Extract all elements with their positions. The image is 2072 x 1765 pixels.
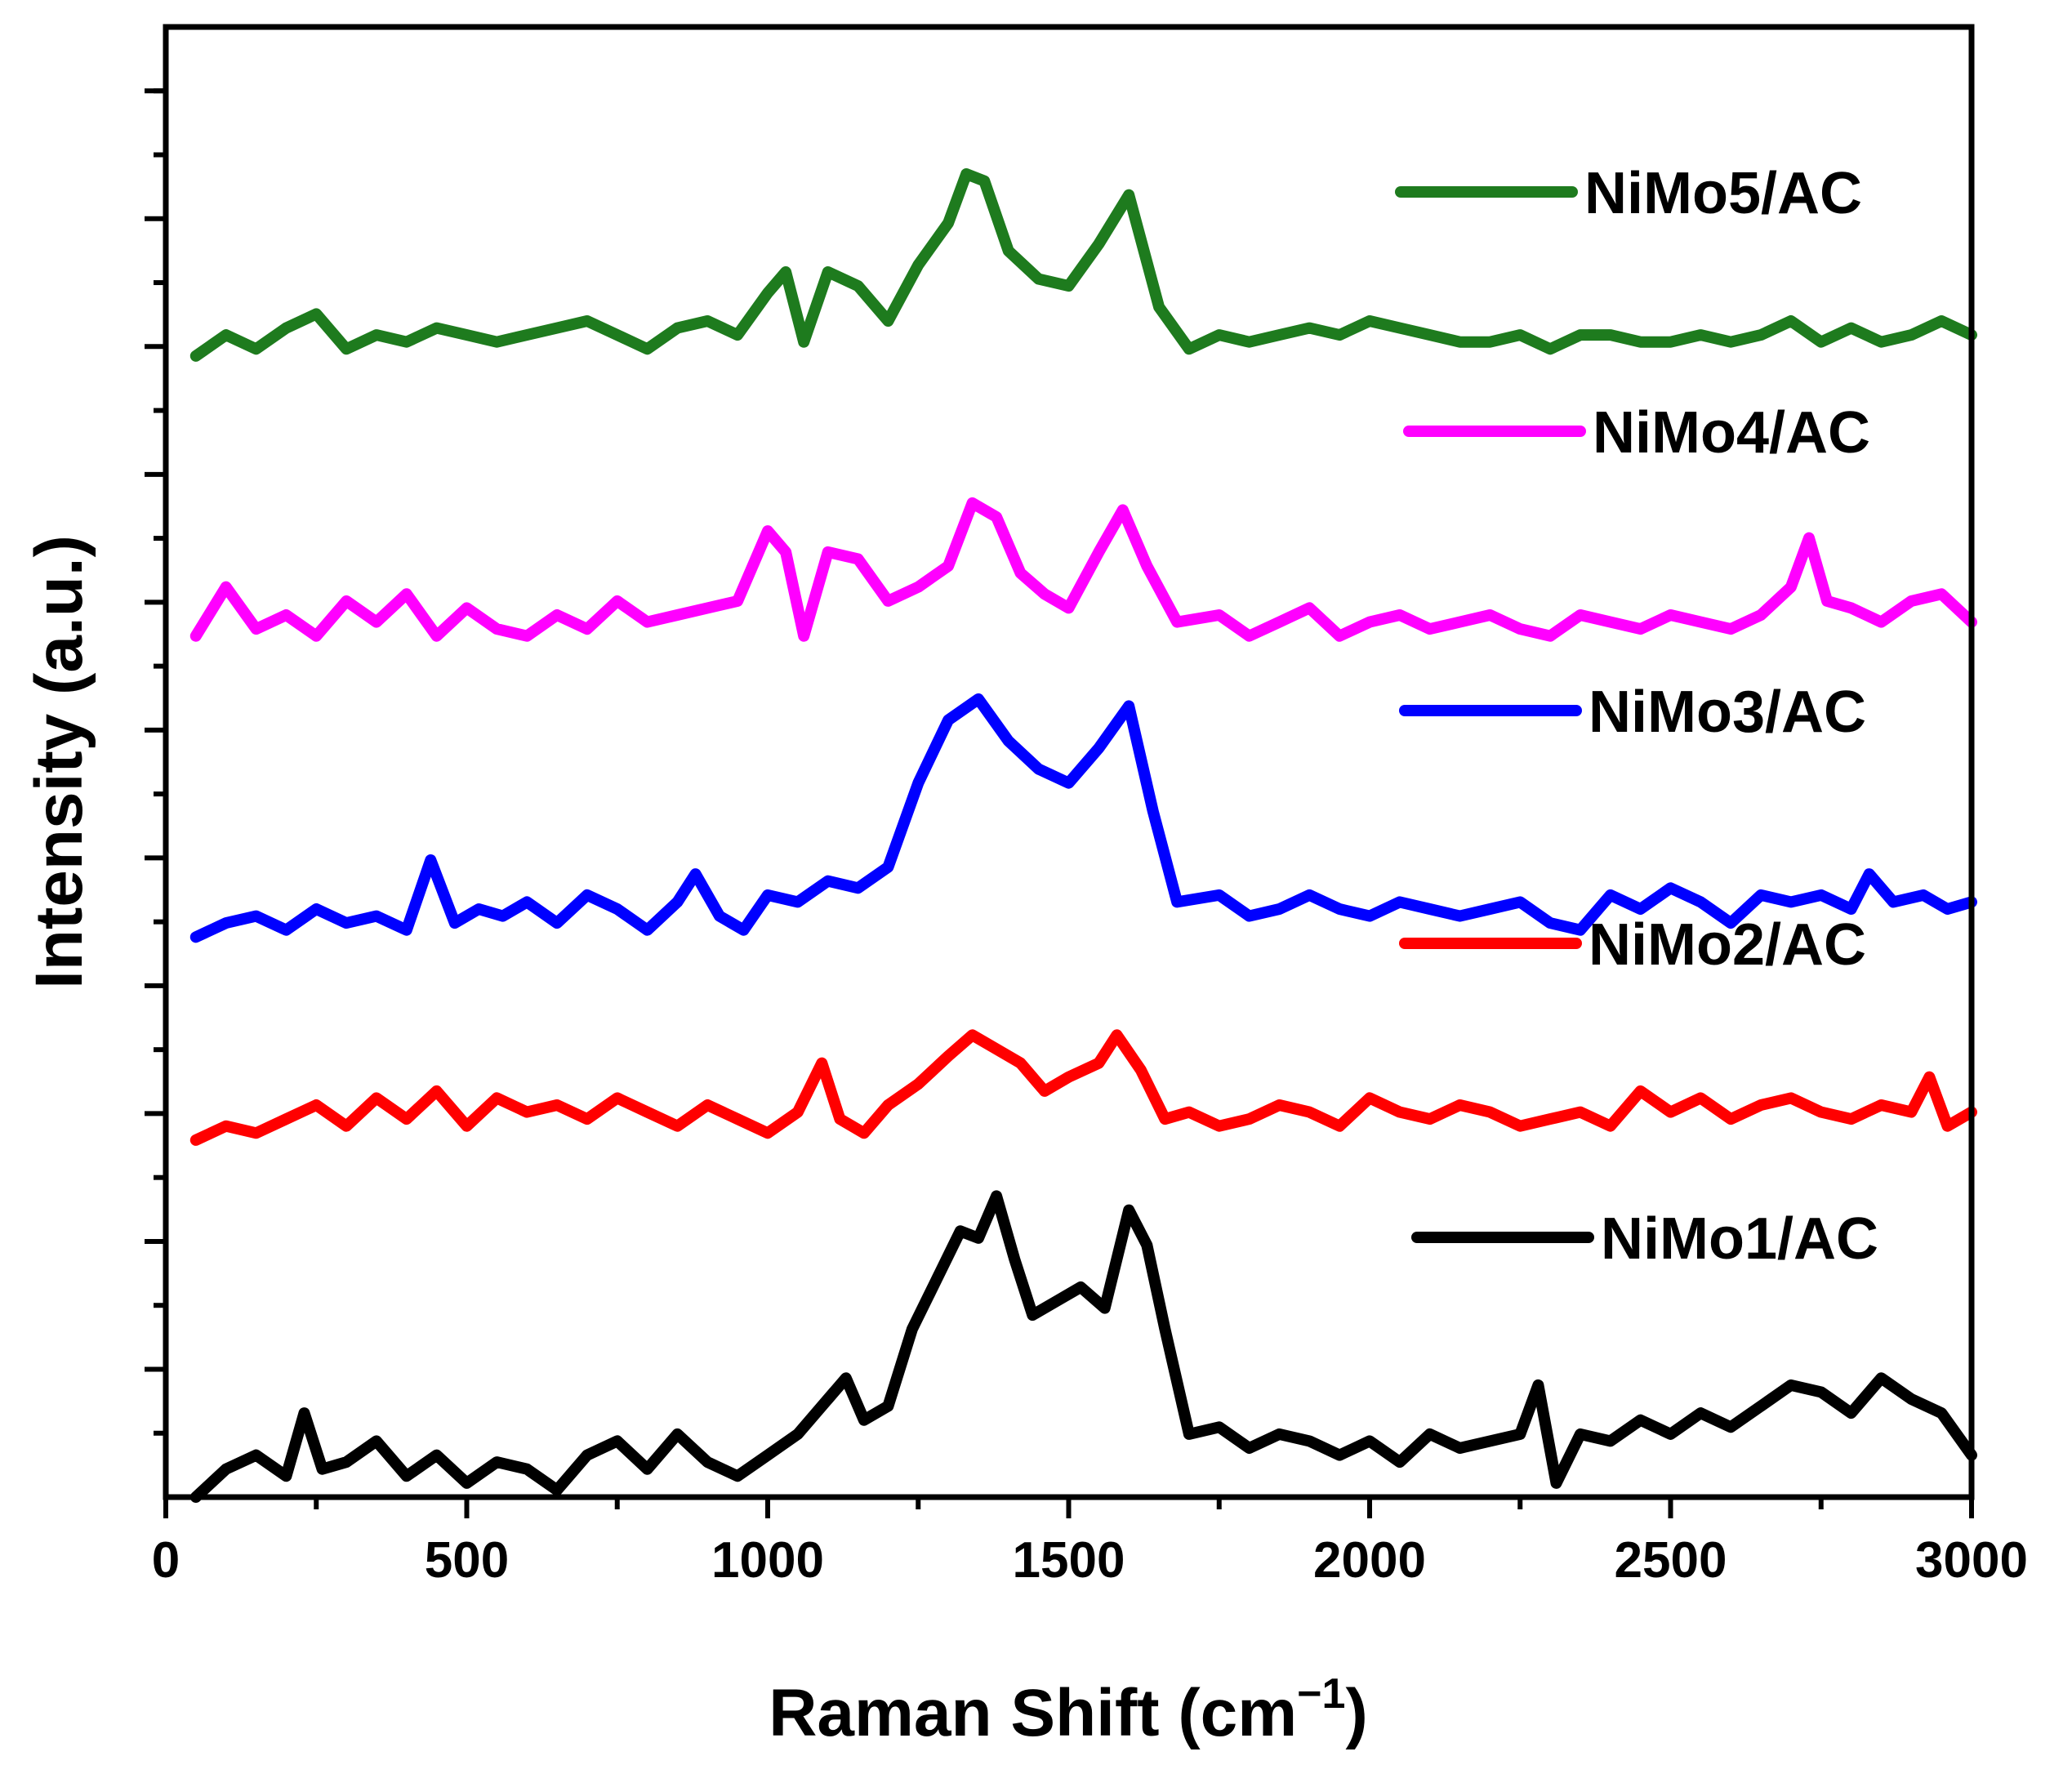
x-tick-label: 2000 — [1313, 1532, 1426, 1589]
legend-label: NiMo4/AC — [1593, 400, 1870, 466]
legend-label: NiMo2/AC — [1589, 912, 1866, 978]
x-axis-tick-labels: 0 500 1000 1500 2000 2500 3000 — [152, 1532, 2028, 1589]
x-tick-label: 0 — [152, 1532, 180, 1589]
y-axis-title: Intensity (a.u.) — [22, 535, 96, 989]
x-axis-title-main: Raman Shift (cm — [769, 1676, 1297, 1750]
series-line-3 — [189, 693, 1977, 943]
x-tick-label: 1500 — [1013, 1532, 1125, 1589]
plot-frame — [163, 24, 1975, 1500]
legend-label: NiMo1/AC — [1601, 1206, 1878, 1272]
series-line-2 — [189, 497, 1977, 642]
x-tick-label: 3000 — [1915, 1532, 2028, 1589]
series-line-1 — [189, 168, 1977, 362]
x-axis-ticks — [163, 1497, 1974, 1518]
x-axis-title-close: ) — [1345, 1676, 1367, 1750]
x-tick-label: 1000 — [711, 1532, 824, 1589]
series-line-5 — [189, 1190, 1977, 1503]
x-tick-label: 2500 — [1615, 1532, 1727, 1589]
y-axis-ticks — [145, 88, 166, 1436]
legend-label: NiMo3/AC — [1589, 680, 1866, 745]
x-axis-title: Raman Shift (cm−1) — [769, 1670, 1368, 1750]
legend: NiMo5/AC NiMo4/AC NiMo3/AC NiMo2/AC NiMo1/AC — [1395, 161, 1878, 1272]
legend-label: NiMo5/AC — [1584, 161, 1862, 226]
series-line-4 — [189, 1029, 1977, 1146]
x-axis-title-superscript: −1 — [1297, 1670, 1345, 1718]
x-tick-label: 500 — [425, 1532, 509, 1589]
plot-series-group — [189, 168, 1977, 1503]
